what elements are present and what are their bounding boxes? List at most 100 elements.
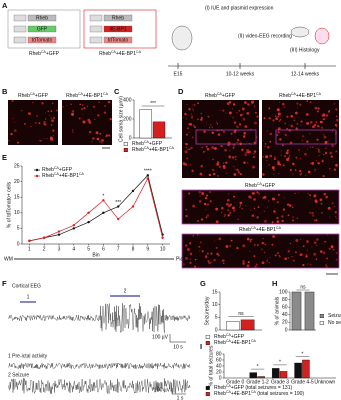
cell — [309, 162, 311, 164]
image-title: RhebCA+4E-BP1CA — [66, 92, 109, 99]
cell — [323, 192, 327, 196]
cell — [321, 212, 323, 214]
panel-letter: D — [178, 87, 184, 96]
legend-swatch — [123, 141, 128, 146]
cell — [321, 160, 324, 163]
cell — [242, 262, 245, 265]
cell — [312, 125, 315, 129]
text-part: CA — [276, 226, 282, 230]
cell — [290, 114, 293, 118]
cell — [245, 151, 248, 154]
cell — [256, 115, 259, 118]
cell — [12, 117, 14, 120]
eeg-trace — [7, 378, 191, 395]
cell — [214, 146, 217, 150]
cell — [71, 109, 75, 113]
cell — [316, 245, 318, 247]
cell — [78, 117, 81, 120]
panel-letter: A — [2, 1, 8, 10]
cell — [277, 127, 281, 130]
cell — [325, 265, 328, 268]
text-part: CA — [226, 339, 232, 343]
cell — [314, 170, 316, 172]
cell — [252, 192, 256, 195]
timeline-label: 10-12 weeks — [226, 71, 255, 77]
cell — [249, 196, 252, 199]
cell — [248, 150, 251, 154]
cell — [309, 211, 311, 214]
cell — [191, 115, 193, 118]
cell — [267, 146, 270, 149]
cell — [301, 139, 303, 141]
cell — [189, 148, 191, 151]
cell — [265, 155, 269, 159]
cell — [217, 254, 220, 257]
cell — [247, 162, 249, 164]
cell — [249, 250, 251, 252]
text-part: Rheb — [29, 51, 41, 57]
text-part: CA — [79, 172, 85, 176]
cell — [322, 159, 324, 160]
cell — [276, 134, 279, 137]
y-axis-label: Seizures/day — [204, 296, 210, 325]
cell — [333, 128, 335, 130]
cell — [307, 148, 309, 150]
cell — [17, 141, 20, 144]
cell — [49, 136, 53, 140]
cell — [322, 118, 325, 121]
cell — [218, 165, 222, 169]
text-part: Rheb — [214, 340, 226, 346]
cell — [329, 151, 333, 155]
text-part: Rheb — [66, 93, 78, 99]
bar — [294, 362, 302, 379]
text-part: Rheb — [42, 167, 54, 173]
cell — [277, 112, 281, 116]
event-label: 2 — [124, 288, 127, 294]
cell — [310, 146, 312, 148]
cell — [302, 135, 305, 138]
construct-label: tdTomato — [108, 38, 129, 44]
construct-label: 4E-BP1 — [109, 27, 126, 33]
cell — [295, 238, 299, 242]
cell — [268, 261, 270, 264]
cell — [309, 101, 312, 104]
cell — [315, 219, 318, 222]
cell — [239, 113, 243, 117]
cell — [225, 202, 229, 206]
cell — [279, 138, 282, 141]
cell — [246, 141, 248, 143]
cell — [55, 109, 58, 112]
text-part: CA — [54, 172, 60, 176]
group-title: RhebCA+GFP — [29, 50, 60, 57]
cell — [184, 150, 188, 154]
cell — [247, 237, 249, 239]
cell — [229, 244, 232, 248]
cell — [97, 114, 100, 117]
cell — [261, 261, 265, 265]
cell — [325, 264, 327, 266]
cell — [86, 105, 89, 107]
cell — [233, 115, 235, 117]
cell — [197, 102, 199, 105]
text-part: +GFP — [149, 141, 163, 147]
cell — [48, 114, 50, 116]
cell — [35, 122, 37, 124]
cell — [108, 134, 111, 137]
construct-gene — [103, 36, 133, 44]
x-tick-label: 9 — [146, 246, 149, 252]
cell — [263, 117, 266, 120]
cell — [254, 265, 257, 268]
cell — [204, 197, 208, 200]
y-tick-label: 0 — [215, 327, 218, 333]
legend-marker — [35, 174, 39, 178]
panel-letter: B — [2, 87, 8, 96]
trace-title: 2 Seizure — [8, 372, 29, 378]
cell — [254, 121, 258, 125]
step: (III) Histology — [290, 47, 320, 53]
cell — [239, 172, 242, 176]
annotation: * — [257, 364, 259, 370]
construct-gene — [103, 14, 133, 22]
y-tick-label: 20 — [282, 320, 288, 326]
cell — [329, 216, 331, 218]
cell — [232, 146, 235, 149]
